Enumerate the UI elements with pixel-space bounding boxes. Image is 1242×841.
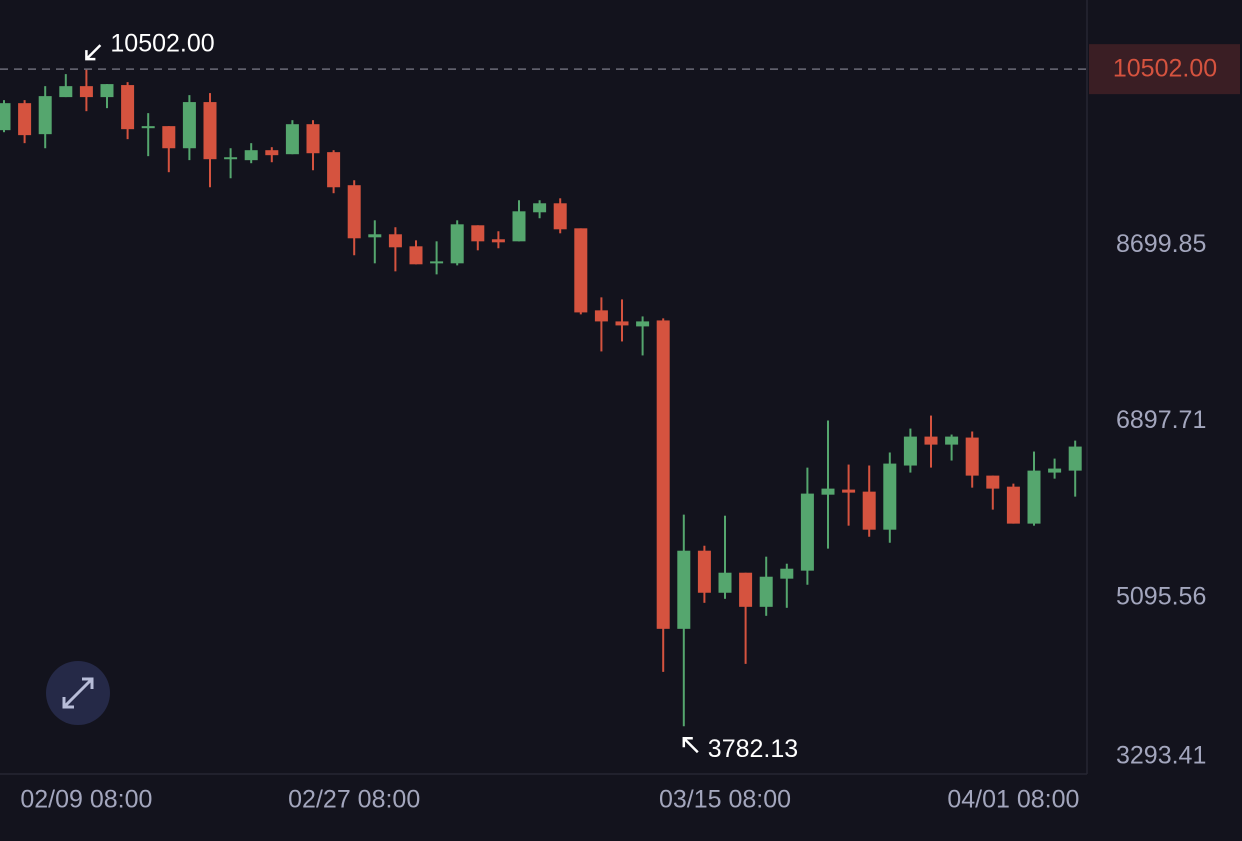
candle-body — [842, 489, 856, 493]
candle-body — [182, 102, 196, 149]
max-label: 10502.00 — [110, 30, 214, 58]
candle-body — [1068, 446, 1082, 471]
x-tick-label: 02/27 08:00 — [288, 786, 420, 814]
candle-body — [59, 86, 73, 98]
y-tick-label: 8699.85 — [1116, 230, 1206, 258]
candle-body — [409, 246, 423, 265]
candle-body — [697, 550, 711, 593]
candle-body — [780, 568, 794, 579]
y-tick-label: 5095.56 — [1116, 582, 1206, 610]
candle-body — [79, 86, 93, 98]
candle-body — [368, 234, 382, 238]
candle-body — [924, 436, 938, 445]
candle-body — [265, 150, 279, 156]
candle-body — [883, 463, 897, 530]
candle-body — [1048, 468, 1062, 473]
x-tick-label: 03/15 08:00 — [659, 786, 791, 814]
candle-body — [1006, 486, 1020, 524]
x-tick-label: 02/09 08:00 — [20, 786, 152, 814]
candle-body — [759, 576, 773, 607]
candle-body — [615, 321, 629, 326]
candle-body — [162, 126, 176, 149]
candle-body — [100, 84, 114, 98]
candle-body — [862, 491, 876, 530]
candle-body — [553, 203, 567, 230]
max-arrow — [85, 44, 102, 61]
candle-body — [594, 310, 608, 322]
candle-body — [677, 550, 691, 629]
candle-body — [739, 572, 753, 607]
y-tick-label: 6897.71 — [1116, 406, 1206, 434]
candle-body — [306, 124, 320, 154]
candle-body — [471, 225, 485, 242]
candle-body — [945, 436, 959, 445]
candle-body — [224, 157, 238, 160]
candle-body — [574, 228, 588, 313]
candle-body — [636, 321, 650, 327]
candle-body — [718, 572, 732, 593]
expand-button[interactable] — [46, 661, 110, 725]
candle-body — [656, 320, 670, 629]
candle-body — [450, 224, 464, 264]
candle-body — [244, 150, 258, 161]
candle-body — [430, 261, 444, 264]
candle-body — [1027, 470, 1041, 524]
candle-body — [347, 185, 361, 239]
candle-body — [821, 488, 835, 495]
y-tick-label: 3293.41 — [1116, 742, 1206, 770]
candle-body — [38, 96, 52, 135]
candle-body — [986, 475, 1000, 489]
candle-body — [285, 124, 299, 155]
candle-body — [512, 211, 526, 242]
candle-body — [121, 85, 135, 130]
price-tag-bg — [1089, 44, 1240, 95]
min-arrow — [682, 736, 699, 754]
candle-body — [903, 436, 917, 466]
candle-body — [18, 103, 32, 136]
candle-body — [965, 437, 979, 476]
candle-body — [327, 152, 341, 188]
min-label: 3782.13 — [708, 735, 798, 763]
candle-body — [388, 234, 402, 248]
candle-body — [800, 493, 814, 571]
candle-body — [491, 239, 505, 243]
candle-body — [203, 102, 217, 160]
expand-icon[interactable] — [62, 677, 94, 709]
candle-body — [533, 203, 547, 213]
x-tick-label: 04/01 08:00 — [947, 786, 1079, 814]
candle-body — [0, 103, 11, 131]
price-tag: 10502.00 — [1113, 55, 1217, 83]
candle-body — [141, 126, 155, 129]
